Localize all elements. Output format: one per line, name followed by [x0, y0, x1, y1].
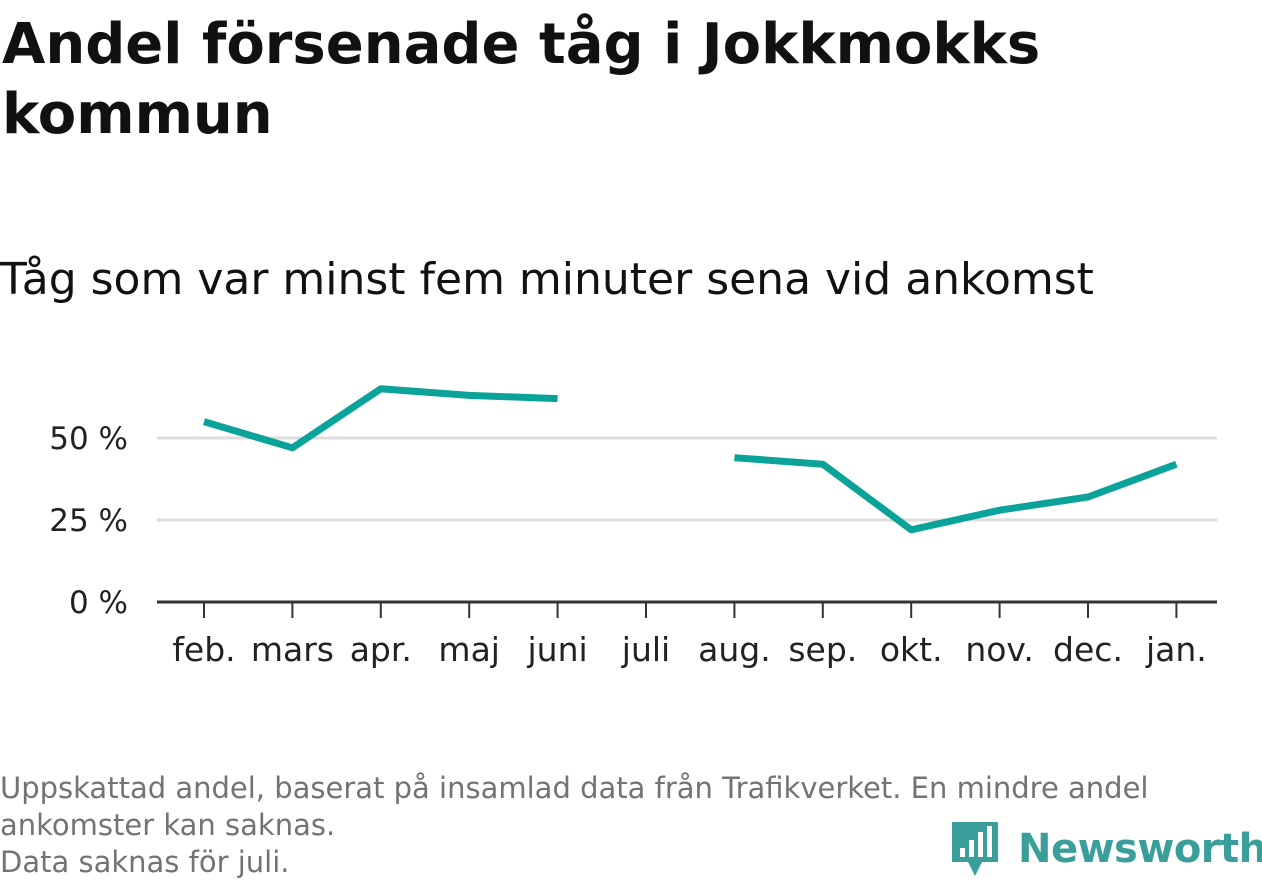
axis-labels: 0 % 25 % 50 % feb. mars apr. maj juni juli aug. se…: [49, 421, 1207, 669]
x-tick-label: jan.: [1145, 630, 1207, 669]
x-tick-label: feb.: [172, 630, 235, 669]
x-tick-label: mars: [251, 630, 334, 669]
series-line-segment: [203, 385, 558, 452]
x-tick-label: dec.: [1053, 630, 1123, 669]
x-tick-label: okt.: [880, 630, 943, 669]
x-tick-label: apr.: [350, 630, 412, 669]
x-tick-label: nov.: [965, 630, 1034, 669]
series-lines: [203, 385, 1178, 534]
y-tick-label: 0 %: [69, 585, 128, 621]
x-tick-label: sep.: [788, 630, 857, 669]
newsworthy-logo-icon: [952, 822, 998, 876]
series-line-segment: [734, 454, 1178, 534]
caption-line-1: Uppskattad andel, baserat på insamlad da…: [0, 771, 1149, 805]
caption-line-2: ankomster kan saknas.: [0, 808, 336, 842]
y-tick-label: 25 %: [49, 503, 128, 539]
gridlines: [157, 436, 1217, 522]
x-tick-label: aug.: [698, 630, 771, 669]
x-tick-label: juni: [527, 630, 588, 669]
x-tick-label: maj: [438, 630, 500, 669]
chart-subtitle: Tåg som var minst fem minuter sena vid a…: [0, 254, 1094, 305]
chart-title: Andel försenade tåg i Jokkmokks kommun: [2, 12, 1041, 147]
x-tick-label: juli: [621, 630, 670, 669]
x-axis: [157, 600, 1217, 618]
line-chart: 0 % 25 % 50 % feb. mars apr. maj juni juli aug. se…: [49, 385, 1217, 669]
y-tick-label: 50 %: [49, 421, 128, 457]
caption-line-3: Data saknas för juli.: [0, 845, 290, 879]
newsworthy-logo-text: Newsworthy: [1018, 826, 1262, 872]
chart-caption: Uppskattad andel, baserat på insamlad da…: [0, 770, 1250, 881]
newsworthy-logo: Newsworthy: [950, 818, 1262, 880]
